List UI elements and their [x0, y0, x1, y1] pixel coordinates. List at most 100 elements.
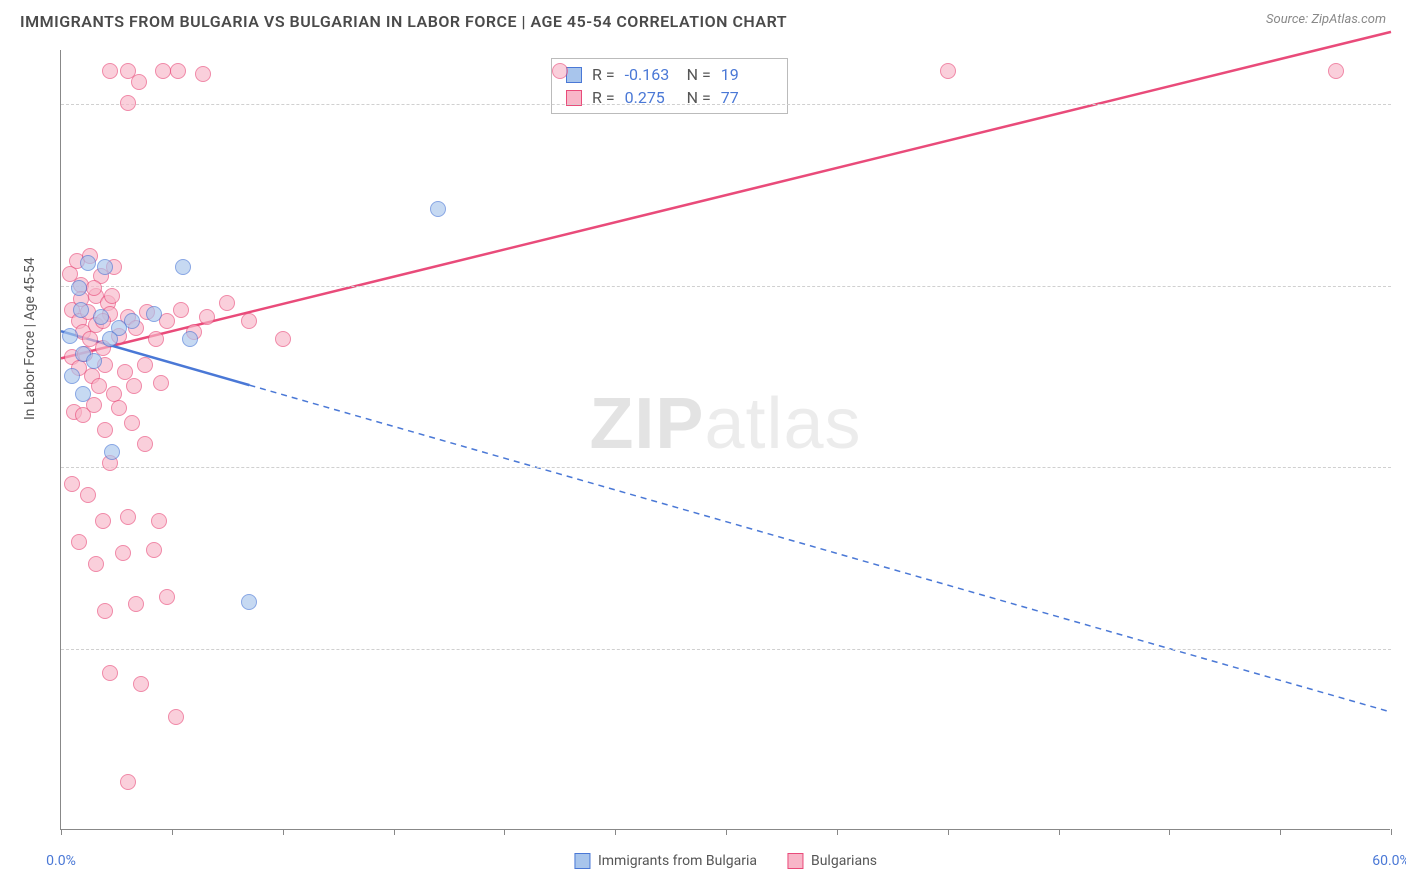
x-tick [504, 829, 505, 835]
gridline-h [61, 649, 1391, 650]
scatter-point-pink [195, 66, 211, 82]
x-tick [1280, 829, 1281, 835]
y-tick-label: 70.0% [1398, 641, 1406, 657]
scatter-point-pink [168, 709, 184, 725]
x-axis-max-label: 60.0% [1372, 853, 1406, 869]
scatter-point-pink [102, 665, 118, 681]
scatter-point-pink [120, 774, 136, 790]
x-tick [726, 829, 727, 835]
scatter-point-blue [124, 313, 140, 329]
scatter-point-blue [71, 280, 87, 296]
x-tick [837, 829, 838, 835]
scatter-point-pink [153, 375, 169, 391]
stat-n-label: N = [687, 65, 711, 84]
scatter-point-pink [80, 487, 96, 503]
gridline-h [61, 467, 1391, 468]
plot-area: ZIPatlas R =-0.163N =19R =0.275N =77 Imm… [60, 50, 1390, 830]
scatter-point-pink [199, 309, 215, 325]
scatter-point-pink [275, 331, 291, 347]
scatter-point-blue [182, 331, 198, 347]
gridline-h [61, 104, 1391, 105]
legend-label-pink: Bulgarians [811, 853, 877, 869]
scatter-point-pink [940, 63, 956, 79]
scatter-point-pink [148, 331, 164, 347]
stat-row: R =0.275N =77 [552, 86, 787, 109]
y-axis-label: In Labor Force | Age 45-54 [22, 257, 38, 420]
x-tick [283, 829, 284, 835]
scatter-point-blue [146, 306, 162, 322]
scatter-point-pink [241, 313, 257, 329]
scatter-point-pink [102, 63, 118, 79]
scatter-point-blue [175, 259, 191, 275]
legend-swatch-pink [787, 853, 803, 869]
trend-lines-layer [61, 50, 1391, 830]
legend-swatch-blue [574, 853, 590, 869]
y-tick-label: 100.0% [1398, 96, 1406, 112]
x-tick [1391, 829, 1392, 835]
scatter-point-pink [97, 422, 113, 438]
stat-r-label: R = [592, 65, 615, 84]
stat-n-value: 19 [721, 65, 773, 84]
stat-r-value: -0.163 [625, 65, 677, 84]
scatter-point-blue [80, 255, 96, 271]
scatter-point-pink [71, 534, 87, 550]
scatter-point-blue [104, 444, 120, 460]
scatter-point-blue [73, 302, 89, 318]
trend-line-blue-dashed [249, 385, 1391, 712]
x-tick [948, 829, 949, 835]
source-attribution: Source: ZipAtlas.com [1266, 12, 1386, 27]
scatter-point-blue [93, 309, 109, 325]
x-tick [1059, 829, 1060, 835]
scatter-point-pink [106, 386, 122, 402]
scatter-point-blue [241, 594, 257, 610]
y-tick-label: 80.0% [1398, 459, 1406, 475]
x-tick [615, 829, 616, 835]
scatter-point-pink [137, 357, 153, 373]
scatter-point-pink [97, 603, 113, 619]
scatter-point-pink [552, 63, 568, 79]
legend-item-pink: Bulgarians [787, 853, 877, 869]
x-tick [394, 829, 395, 835]
x-tick [172, 829, 173, 835]
legend-item-blue: Immigrants from Bulgaria [574, 853, 757, 869]
scatter-point-pink [88, 556, 104, 572]
legend-bottom: Immigrants from Bulgaria Bulgarians [574, 853, 877, 869]
scatter-point-pink [128, 596, 144, 612]
scatter-point-pink [159, 589, 175, 605]
gridline-h [61, 286, 1391, 287]
scatter-point-pink [155, 63, 171, 79]
scatter-point-pink [151, 513, 167, 529]
stat-swatch [566, 67, 582, 83]
scatter-point-blue [62, 328, 78, 344]
scatter-point-pink [124, 415, 140, 431]
scatter-point-blue [430, 201, 446, 217]
scatter-point-pink [86, 280, 102, 296]
scatter-point-pink [117, 364, 133, 380]
stat-row: R = -0.163 N = 19 [552, 63, 787, 86]
scatter-point-pink [120, 509, 136, 525]
scatter-point-pink [170, 63, 186, 79]
scatter-point-pink [64, 476, 80, 492]
scatter-point-pink [146, 542, 162, 558]
scatter-point-pink [137, 436, 153, 452]
scatter-point-pink [173, 302, 189, 318]
scatter-point-pink [104, 288, 120, 304]
scatter-point-pink [219, 295, 235, 311]
legend-label-blue: Immigrants from Bulgaria [598, 853, 757, 869]
scatter-point-pink [111, 400, 127, 416]
scatter-point-pink [1328, 63, 1344, 79]
scatter-point-pink [120, 95, 136, 111]
scatter-point-blue [86, 353, 102, 369]
scatter-point-blue [102, 331, 118, 347]
scatter-point-pink [91, 378, 107, 394]
scatter-point-pink [115, 545, 131, 561]
scatter-point-pink [133, 676, 149, 692]
scatter-point-blue [97, 259, 113, 275]
scatter-point-blue [75, 386, 91, 402]
correlation-stats-box: R = -0.163 N = 19 R =0.275N =77 [551, 58, 788, 114]
x-axis-min-label: 0.0% [46, 853, 76, 869]
y-tick-label: 90.0% [1398, 278, 1406, 294]
scatter-point-blue [64, 368, 80, 384]
scatter-point-pink [126, 378, 142, 394]
stat-swatch [566, 90, 582, 106]
